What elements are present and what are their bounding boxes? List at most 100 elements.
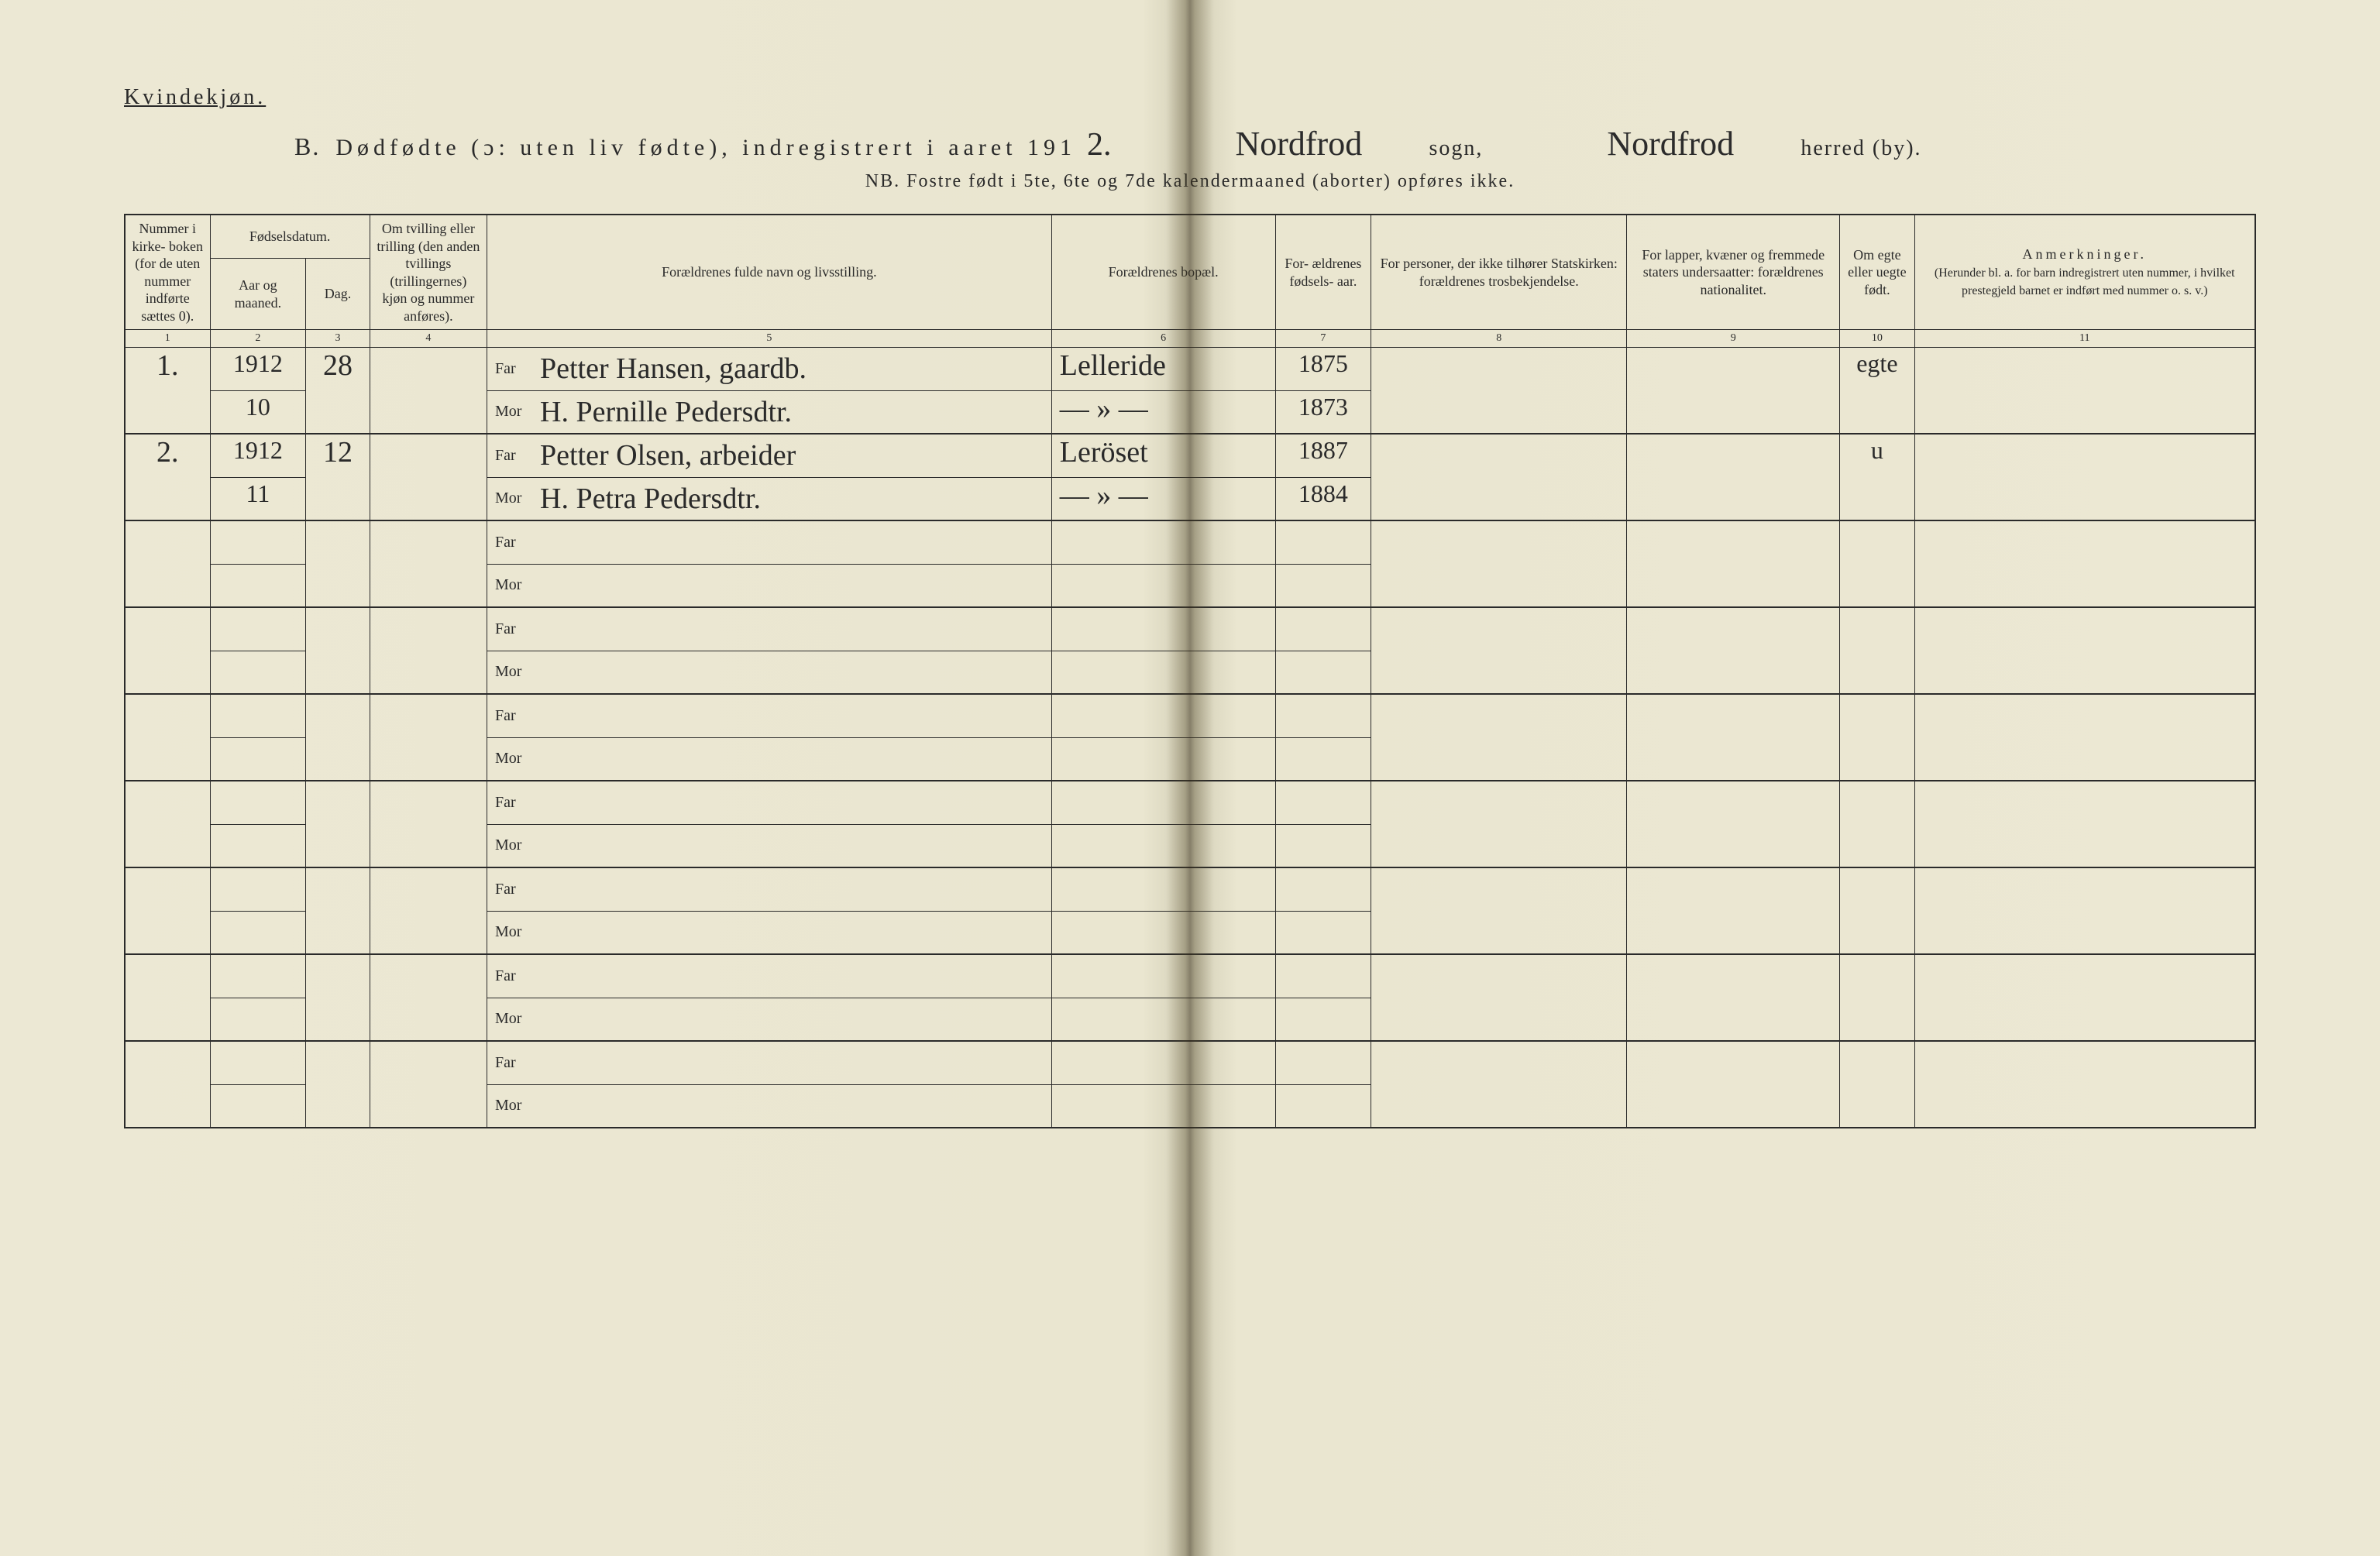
cell-num xyxy=(125,1041,210,1128)
cell-day xyxy=(306,781,370,867)
cell-far-birth xyxy=(1275,607,1371,651)
table-body: 1.191228FarPetter Hansen, gaardb.Lelleri… xyxy=(125,347,2255,1128)
cell-num: 2. xyxy=(125,434,210,520)
cell-num: 1. xyxy=(125,347,210,434)
col-header-2-group: Fødselsdatum. xyxy=(210,215,370,259)
cell-tros xyxy=(1371,607,1627,694)
cell-egte xyxy=(1840,607,1914,694)
cell-year xyxy=(210,694,306,737)
table-row: Far xyxy=(125,1041,2255,1084)
cell-far: Far xyxy=(487,694,1052,737)
cell-tvilling xyxy=(370,781,487,867)
cell-egte xyxy=(1840,694,1914,781)
cell-tros xyxy=(1371,520,1627,607)
col-header-11: Anmerkninger. (Herunder bl. a. for barn … xyxy=(1914,215,2255,330)
col-header-8: For personer, der ikke tilhører Statskir… xyxy=(1371,215,1627,330)
cell-num xyxy=(125,781,210,867)
colnum-3: 3 xyxy=(306,330,370,348)
cell-month xyxy=(210,737,306,781)
ledger-table: Nummer i kirke- boken (for de uten numme… xyxy=(124,214,2256,1128)
cell-nat xyxy=(1627,954,1840,1041)
cell-tvilling xyxy=(370,607,487,694)
cell-far-birth xyxy=(1275,694,1371,737)
cell-tros xyxy=(1371,781,1627,867)
cell-day xyxy=(306,867,370,954)
cell-mor: Mor xyxy=(487,911,1052,954)
cell-bopael-mor xyxy=(1051,911,1275,954)
cell-month xyxy=(210,998,306,1041)
cell-num xyxy=(125,867,210,954)
cell-bopael-mor xyxy=(1051,651,1275,694)
colnum-7: 7 xyxy=(1275,330,1371,348)
cell-egte xyxy=(1840,1041,1914,1128)
col-header-9: For lapper, kvæner og fremmede staters u… xyxy=(1627,215,1840,330)
cell-far-birth xyxy=(1275,954,1371,998)
cell-tros xyxy=(1371,694,1627,781)
cell-bopael-far xyxy=(1051,520,1275,564)
cell-far: Far xyxy=(487,954,1052,998)
cell-year xyxy=(210,781,306,824)
cell-day xyxy=(306,694,370,781)
colnum-8: 8 xyxy=(1371,330,1627,348)
cell-day: 28 xyxy=(306,347,370,434)
colnum-5: 5 xyxy=(487,330,1052,348)
sogn-label: sogn, xyxy=(1429,136,1483,161)
cell-egte xyxy=(1840,954,1914,1041)
cell-far: FarPetter Hansen, gaardb. xyxy=(487,347,1052,390)
cell-month: 10 xyxy=(210,390,306,434)
cell-tvilling xyxy=(370,954,487,1041)
colnum-4: 4 xyxy=(370,330,487,348)
cell-mor-birth xyxy=(1275,564,1371,607)
cell-bopael-mor: — » — xyxy=(1051,390,1275,434)
col-header-11-sub: (Herunder bl. a. for barn indregistrert … xyxy=(1935,266,2235,297)
cell-mor-birth: 1884 xyxy=(1275,477,1371,520)
cell-nat xyxy=(1627,434,1840,520)
cell-num xyxy=(125,954,210,1041)
table-row: 2.191212FarPetter Olsen, arbeiderLeröset… xyxy=(125,434,2255,477)
cell-bopael-far xyxy=(1051,694,1275,737)
cell-far: Far xyxy=(487,607,1052,651)
col-header-4: Om tvilling eller trilling (den anden tv… xyxy=(370,215,487,330)
cell-month xyxy=(210,824,306,867)
cell-far-birth xyxy=(1275,867,1371,911)
cell-bopael-mor xyxy=(1051,564,1275,607)
cell-tros xyxy=(1371,954,1627,1041)
cell-year xyxy=(210,607,306,651)
cell-bopael-far xyxy=(1051,781,1275,824)
cell-nat xyxy=(1627,347,1840,434)
cell-anm xyxy=(1914,520,2255,607)
herred-label: herred (by). xyxy=(1800,136,1921,161)
cell-bopael-mor xyxy=(1051,737,1275,781)
cell-tros xyxy=(1371,347,1627,434)
cell-mor-birth xyxy=(1275,737,1371,781)
cell-tvilling xyxy=(370,694,487,781)
cell-far: Far xyxy=(487,1041,1052,1084)
cell-tvilling xyxy=(370,867,487,954)
cell-far-birth xyxy=(1275,1041,1371,1084)
cell-nat xyxy=(1627,607,1840,694)
cell-anm xyxy=(1914,434,2255,520)
cell-mor-birth xyxy=(1275,824,1371,867)
table-row: Far xyxy=(125,694,2255,737)
cell-year xyxy=(210,1041,306,1084)
cell-nat xyxy=(1627,867,1840,954)
cell-anm xyxy=(1914,347,2255,434)
cell-mor-birth xyxy=(1275,911,1371,954)
cell-nat xyxy=(1627,520,1840,607)
cell-tros xyxy=(1371,434,1627,520)
cell-year xyxy=(210,867,306,911)
cell-mor-birth xyxy=(1275,1084,1371,1128)
cell-num xyxy=(125,520,210,607)
cell-egte xyxy=(1840,781,1914,867)
table-row: Far xyxy=(125,781,2255,824)
colnum-2: 2 xyxy=(210,330,306,348)
cell-day xyxy=(306,1041,370,1128)
cell-nat xyxy=(1627,1041,1840,1128)
cell-far: Far xyxy=(487,867,1052,911)
cell-anm xyxy=(1914,694,2255,781)
cell-bopael-mor xyxy=(1051,1084,1275,1128)
cell-mor: Mor xyxy=(487,651,1052,694)
col-header-2a: Aar og maaned. xyxy=(210,259,306,330)
cell-year xyxy=(210,954,306,998)
cell-egte xyxy=(1840,520,1914,607)
